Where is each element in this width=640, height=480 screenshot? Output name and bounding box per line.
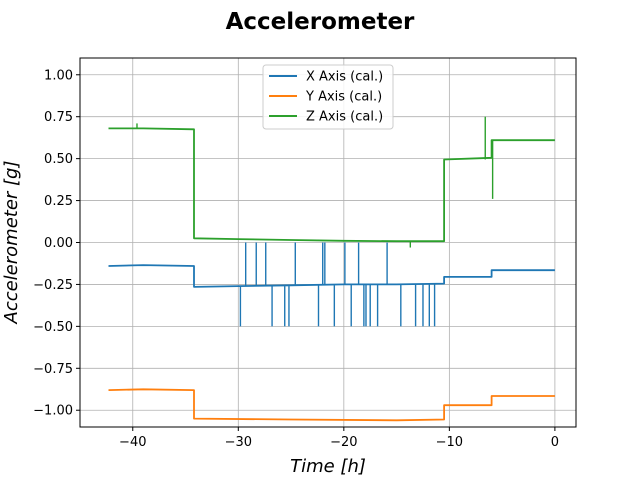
y-axis-ticks: −1.00 −0.75 −0.50 −0.25 0.00 0.25 0.50 0.75 1.00 bbox=[33, 68, 80, 419]
x-tick-label: −10 bbox=[436, 435, 463, 450]
y-tick-label: 0.50 bbox=[44, 152, 73, 167]
x-tick-label: −30 bbox=[225, 435, 252, 450]
legend-label-y: Y Axis (cal.) bbox=[305, 90, 382, 105]
y-tick-label: −0.50 bbox=[33, 320, 73, 335]
y-tick-label: 0.00 bbox=[44, 236, 73, 251]
x-tick-label: 0 bbox=[551, 435, 559, 450]
legend: X Axis (cal.) Y Axis (cal.) Z Axis (cal.) bbox=[262, 64, 394, 130]
legend-box bbox=[262, 64, 394, 130]
x-axis-series-line bbox=[108, 264, 555, 288]
y-axis-series-line bbox=[108, 388, 555, 422]
y-tick-label: −1.00 bbox=[33, 404, 73, 419]
legend-label-x: X Axis (cal.) bbox=[306, 70, 383, 85]
y-tick-label: 1.00 bbox=[44, 68, 73, 83]
x-tick-label: −40 bbox=[119, 435, 146, 450]
y-tick-label: −0.75 bbox=[33, 362, 73, 377]
series-layer bbox=[108, 116, 555, 422]
y-axis-title: Accelerometer [g] bbox=[1, 160, 22, 324]
chart-title: Accelerometer bbox=[226, 9, 415, 35]
z-axis-series-line bbox=[108, 127, 555, 243]
legend-label-z: Z Axis (cal.) bbox=[306, 110, 383, 125]
y-tick-label: 0.75 bbox=[44, 110, 73, 125]
x-axis-ticks: −40 −30 −20 −10 0 bbox=[119, 427, 559, 450]
x-tick-label: −20 bbox=[330, 435, 357, 450]
y-tick-label: 0.25 bbox=[44, 194, 73, 209]
y-tick-label: −0.25 bbox=[33, 278, 73, 293]
x-axis-title: Time [h] bbox=[290, 456, 366, 477]
